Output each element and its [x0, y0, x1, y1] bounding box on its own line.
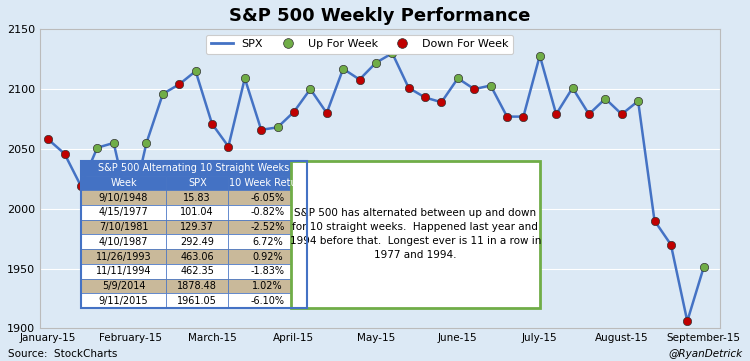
- Text: SPX: SPX: [188, 178, 207, 188]
- Text: Source:  StockCharts: Source: StockCharts: [8, 349, 117, 359]
- Text: 462.35: 462.35: [180, 266, 214, 276]
- Text: 6.72%: 6.72%: [252, 237, 283, 247]
- Text: @RyanDetrick: @RyanDetrick: [668, 349, 742, 359]
- Bar: [81, 234, 166, 249]
- Bar: [166, 264, 229, 279]
- Bar: [229, 205, 307, 220]
- Bar: [81, 279, 166, 293]
- Bar: [81, 161, 307, 308]
- Bar: [291, 161, 540, 308]
- Text: 15.83: 15.83: [184, 193, 211, 203]
- Bar: [166, 234, 229, 249]
- Bar: [166, 220, 229, 234]
- Title: S&P 500 Weekly Performance: S&P 500 Weekly Performance: [230, 7, 531, 25]
- Bar: [229, 190, 307, 205]
- Bar: [166, 249, 229, 264]
- Text: 11/11/1994: 11/11/1994: [96, 266, 152, 276]
- Text: -6.10%: -6.10%: [251, 296, 285, 306]
- Bar: [229, 175, 307, 190]
- Bar: [166, 279, 229, 293]
- Text: -2.52%: -2.52%: [251, 222, 285, 232]
- Bar: [229, 234, 307, 249]
- Bar: [166, 205, 229, 220]
- Text: -0.82%: -0.82%: [251, 207, 285, 217]
- Text: Week: Week: [110, 178, 136, 188]
- Bar: [81, 190, 166, 205]
- Text: 463.06: 463.06: [181, 252, 214, 261]
- Text: 101.04: 101.04: [181, 207, 214, 217]
- Text: 1961.05: 1961.05: [177, 296, 218, 306]
- Bar: [229, 249, 307, 264]
- Text: 292.49: 292.49: [180, 237, 214, 247]
- Bar: [81, 175, 166, 190]
- Legend: SPX, Up For Week, Down For Week: SPX, Up For Week, Down For Week: [206, 35, 513, 54]
- Text: 10 Week Return: 10 Week Return: [229, 178, 307, 188]
- Bar: [166, 190, 229, 205]
- Bar: [81, 220, 166, 234]
- Text: 4/15/1977: 4/15/1977: [99, 207, 148, 217]
- Bar: [81, 205, 166, 220]
- Text: 129.37: 129.37: [180, 222, 214, 232]
- Text: 4/10/1987: 4/10/1987: [99, 237, 148, 247]
- Text: 9/10/1948: 9/10/1948: [99, 193, 148, 203]
- Bar: [229, 220, 307, 234]
- Bar: [81, 161, 307, 175]
- Text: 7/10/1981: 7/10/1981: [99, 222, 148, 232]
- Text: 9/11/2015: 9/11/2015: [99, 296, 148, 306]
- Text: 5/9/2014: 5/9/2014: [102, 281, 146, 291]
- Bar: [81, 264, 166, 279]
- Bar: [229, 279, 307, 293]
- Bar: [229, 293, 307, 308]
- Text: S&P 500 Alternating 10 Straight Weeks: S&P 500 Alternating 10 Straight Weeks: [98, 163, 290, 173]
- Text: 1.02%: 1.02%: [253, 281, 283, 291]
- Text: 0.92%: 0.92%: [253, 252, 283, 261]
- Bar: [166, 175, 229, 190]
- Bar: [229, 264, 307, 279]
- Bar: [81, 293, 166, 308]
- Bar: [166, 293, 229, 308]
- Text: -6.05%: -6.05%: [251, 193, 285, 203]
- Text: -1.83%: -1.83%: [251, 266, 285, 276]
- Text: 11/26/1993: 11/26/1993: [96, 252, 152, 261]
- Bar: [81, 249, 166, 264]
- Text: 1878.48: 1878.48: [177, 281, 218, 291]
- Text: S&P 500 has alternated between up and down
for 10 straight weeks.  Happened last: S&P 500 has alternated between up and do…: [290, 208, 541, 260]
